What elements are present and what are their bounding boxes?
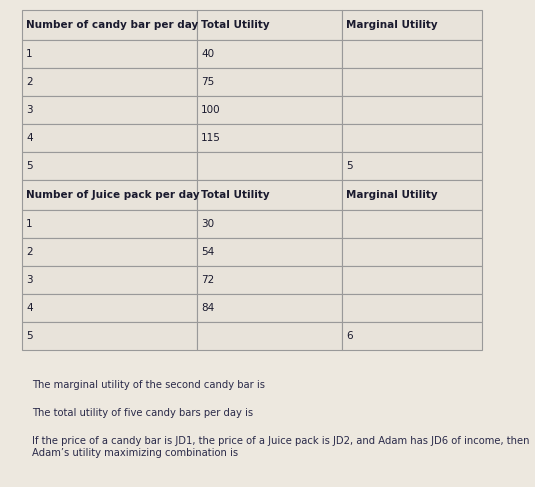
Text: Total Utility: Total Utility <box>201 190 270 200</box>
Text: 1: 1 <box>26 49 33 59</box>
Bar <box>342 10 482 40</box>
Text: 3: 3 <box>26 275 33 285</box>
Text: 2: 2 <box>26 247 33 257</box>
Text: Marginal Utility: Marginal Utility <box>346 190 438 200</box>
Bar <box>342 180 482 210</box>
Bar <box>342 68 482 96</box>
Bar <box>342 210 482 238</box>
Bar <box>197 124 342 152</box>
Text: Number of Juice pack per day: Number of Juice pack per day <box>26 190 200 200</box>
Bar <box>342 124 482 152</box>
Text: 5: 5 <box>26 331 33 341</box>
Bar <box>197 10 342 40</box>
Bar <box>197 322 342 350</box>
Bar <box>342 238 482 266</box>
Text: 5: 5 <box>26 161 33 171</box>
Text: 84: 84 <box>201 303 214 313</box>
Text: 1: 1 <box>26 219 33 229</box>
Bar <box>22 238 197 266</box>
Text: 30: 30 <box>201 219 214 229</box>
Bar <box>342 40 482 68</box>
Text: 5: 5 <box>346 161 353 171</box>
Bar <box>342 152 482 180</box>
Bar <box>197 180 342 210</box>
Bar <box>22 294 197 322</box>
Text: The total utility of five candy bars per day is: The total utility of five candy bars per… <box>32 408 253 418</box>
Text: 72: 72 <box>201 275 214 285</box>
Text: Marginal Utility: Marginal Utility <box>346 20 438 30</box>
Bar <box>22 10 197 40</box>
Bar <box>197 152 342 180</box>
Text: 54: 54 <box>201 247 214 257</box>
Text: 40: 40 <box>201 49 214 59</box>
Bar <box>22 180 197 210</box>
Bar <box>22 152 197 180</box>
Bar <box>197 294 342 322</box>
Bar <box>22 124 197 152</box>
Bar <box>342 96 482 124</box>
Text: 6: 6 <box>346 331 353 341</box>
Bar <box>22 96 197 124</box>
Text: 4: 4 <box>26 133 33 143</box>
Bar <box>22 68 197 96</box>
Bar <box>197 40 342 68</box>
Bar <box>22 266 197 294</box>
Text: 4: 4 <box>26 303 33 313</box>
Bar <box>342 294 482 322</box>
Text: Total Utility: Total Utility <box>201 20 270 30</box>
Text: 100: 100 <box>201 105 220 115</box>
Bar <box>22 40 197 68</box>
Text: 115: 115 <box>201 133 221 143</box>
Bar <box>197 96 342 124</box>
Bar <box>342 322 482 350</box>
Bar <box>342 266 482 294</box>
Text: The marginal utility of the second candy bar is: The marginal utility of the second candy… <box>32 380 265 390</box>
Bar <box>22 210 197 238</box>
Bar <box>197 68 342 96</box>
Bar <box>22 322 197 350</box>
Bar <box>197 238 342 266</box>
Text: If the price of a candy bar is JD1, the price of a Juice pack is JD2, and Adam h: If the price of a candy bar is JD1, the … <box>32 436 530 458</box>
Text: 2: 2 <box>26 77 33 87</box>
Text: Number of candy bar per day: Number of candy bar per day <box>26 20 198 30</box>
Bar <box>197 210 342 238</box>
Text: 75: 75 <box>201 77 214 87</box>
Text: 3: 3 <box>26 105 33 115</box>
Bar <box>197 266 342 294</box>
